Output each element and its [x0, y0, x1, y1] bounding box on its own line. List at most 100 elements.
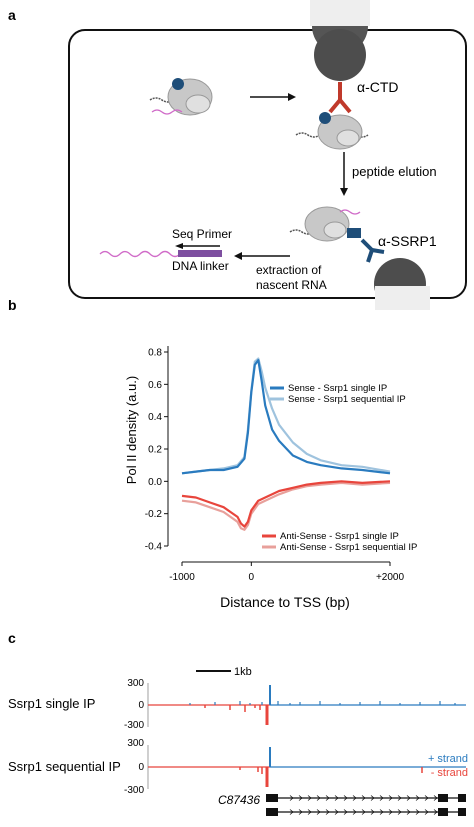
track1-tick-0: 0 — [138, 700, 144, 711]
panel-c-label: c — [8, 630, 16, 646]
antibody-ctd-label: α-CTD — [357, 79, 399, 95]
strand-arrow-icon — [361, 795, 366, 801]
legend-label: Sense - Ssrp1 single IP — [288, 383, 387, 394]
gene-exon — [458, 808, 466, 816]
strand-arrow-icon — [289, 795, 294, 801]
strand-arrow-icon — [415, 809, 420, 815]
strand-arrow-icon — [424, 795, 429, 801]
dna-linker-bar — [178, 250, 222, 257]
arrow-2-head — [340, 188, 348, 196]
strand-arrow-icon — [307, 809, 312, 815]
legend-label: Sense - Ssrp1 sequential IP — [288, 394, 406, 405]
strand-arrow-icon — [361, 809, 366, 815]
track2-tick-300: 300 — [127, 738, 144, 749]
gene-exon — [438, 794, 448, 802]
strand-arrow-icon — [388, 809, 393, 815]
series-line — [181, 357, 391, 475]
gene-name: C87436 — [218, 793, 260, 807]
gene-exon — [266, 794, 278, 802]
arrow-1-head — [288, 93, 296, 101]
track-sequential-label: Ssrp1 sequential IP — [8, 759, 121, 774]
strand-arrow-icon — [325, 809, 330, 815]
pol2-complex-bound — [295, 112, 369, 150]
track1-tick-m300: -300 — [124, 720, 144, 731]
seq-primer-label: Seq Primer — [172, 227, 232, 241]
step-peptide-elution: peptide elution — [352, 164, 437, 179]
y-tick-label: 0.4 — [148, 412, 162, 423]
gene-exon — [438, 808, 448, 816]
gene-exon — [458, 794, 466, 802]
strand-arrow-icon — [388, 795, 393, 801]
strand-arrow-icon — [352, 809, 357, 815]
extraction-line-2: nascent RNA — [256, 278, 327, 292]
arrow-3-head — [234, 252, 242, 260]
x-axis-label: Distance to TSS (bp) — [220, 594, 350, 610]
pol2-complex-start — [149, 78, 213, 116]
track-single-label: Ssrp1 single IP — [8, 696, 95, 711]
y-tick-label: 0.2 — [148, 445, 162, 456]
strand-arrow-icon — [334, 809, 339, 815]
nascent-rna — [99, 250, 181, 258]
bead-shadow-top — [310, 0, 370, 26]
strand-arrow-icon — [352, 795, 357, 801]
chart-pol2-density: Pol II density (a.u.) Distance to TSS (b… — [124, 346, 417, 610]
y-axis-label: Pol II density (a.u.) — [124, 376, 139, 484]
track2-tick-0: 0 — [138, 762, 144, 773]
strand-arrow-icon — [316, 809, 321, 815]
track2-tick-m300: -300 — [124, 785, 144, 796]
track-single-ip — [147, 683, 466, 727]
strand-arrow-icon — [415, 795, 420, 801]
strand-arrow-icon — [298, 809, 303, 815]
track1-tick-300: 300 — [127, 678, 144, 689]
strand-arrow-icon — [289, 809, 294, 815]
strand-arrow-icon — [307, 795, 312, 801]
strand-arrow-icon — [343, 795, 348, 801]
antibody-ssrp1-label: α-SSRP1 — [378, 233, 437, 249]
strand-arrow-icon — [379, 795, 384, 801]
strand-arrow-icon — [298, 795, 303, 801]
strand-arrow-icon — [370, 795, 375, 801]
strand-arrow-icon — [325, 795, 330, 801]
strand-arrow-icon — [334, 795, 339, 801]
scale-bar-label: 1kb — [234, 666, 252, 678]
y-tick-label: 0.8 — [148, 348, 162, 359]
strand-arrow-icon — [316, 795, 321, 801]
strand-arrow-icon — [370, 809, 375, 815]
bead-shadow-bottom — [375, 286, 430, 310]
legend-label: Anti-Sense - Ssrp1 sequential IP — [280, 542, 417, 553]
legend-minus-strand: - strand — [431, 767, 468, 779]
panel-b-label: b — [8, 297, 17, 313]
strand-arrow-icon — [406, 795, 411, 801]
series-line — [181, 480, 391, 528]
bead-top-circle — [314, 29, 366, 81]
x-tick-label: 0 — [249, 572, 255, 583]
extraction-line-1: extraction of — [256, 263, 322, 277]
antibody-ssrp1-icon — [360, 238, 385, 263]
strand-arrow-icon — [379, 809, 384, 815]
series-line — [181, 359, 391, 475]
dna-linker-label: DNA linker — [172, 259, 229, 273]
y-tick-label: -0.2 — [145, 509, 163, 520]
x-tick-label: +2000 — [376, 572, 405, 583]
seq-primer-arrowhead — [175, 243, 183, 249]
track-sequential-ip — [147, 745, 466, 789]
legend-plus-strand: + strand — [428, 753, 468, 765]
strand-arrow-icon — [424, 809, 429, 815]
legend-label: Anti-Sense - Ssrp1 single IP — [280, 531, 399, 542]
pol2-complex-ssrp1 — [289, 206, 361, 242]
panel-a-label: a — [8, 7, 16, 23]
strand-arrow-icon — [343, 809, 348, 815]
gene-exon — [266, 808, 278, 816]
strand-arrow-icon — [397, 809, 402, 815]
y-tick-label: -0.4 — [145, 542, 163, 553]
y-tick-label: 0.0 — [148, 477, 162, 488]
antibody-ctd-icon — [328, 82, 352, 114]
y-tick-label: 0.6 — [148, 380, 162, 391]
strand-arrow-icon — [433, 809, 438, 815]
gene-model — [266, 794, 466, 816]
strand-arrow-icon — [433, 795, 438, 801]
strand-arrow-icon — [397, 795, 402, 801]
x-tick-label: -1000 — [169, 572, 195, 583]
